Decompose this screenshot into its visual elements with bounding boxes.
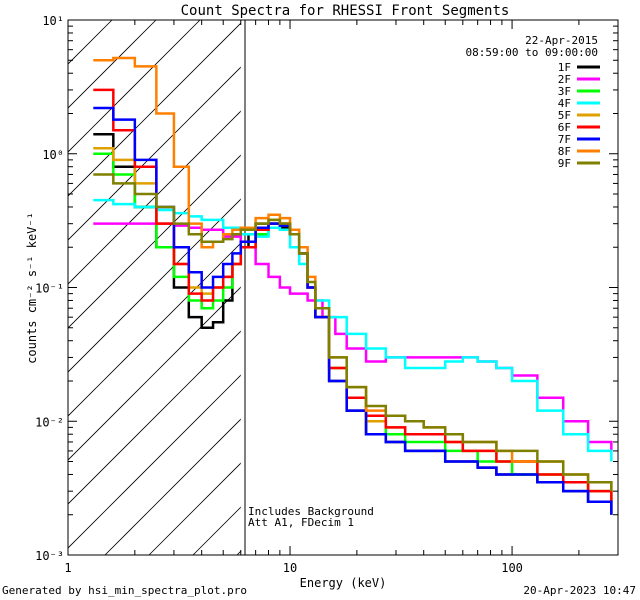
generated-by-label: Generated by hsi_min_spectra_plot.pro [2, 584, 248, 597]
x-tick-label: 10 [283, 561, 297, 575]
hatch-line [68, 22, 241, 197]
y-tick-label: 10⁰ [42, 148, 64, 162]
x-axis-label: Energy (keV) [300, 576, 387, 590]
plot-timestamp: 20-Apr-2023 10:47 [523, 584, 636, 597]
y-tick-label: 10⁻³ [35, 549, 64, 563]
series-line-9F [93, 173, 613, 492]
y-tick-label: 10⁻² [35, 415, 64, 429]
legend-label-5F: 5F [558, 109, 571, 122]
time-range-label: 08:59:00 to 09:00:00 [466, 46, 598, 59]
legend-label-7F: 7F [558, 133, 571, 146]
legend-label-9F: 9F [558, 157, 571, 170]
legend-label-2F: 2F [558, 73, 571, 86]
y-tick-label: 10⁻¹ [35, 282, 64, 296]
y-tick-label: 10¹ [42, 14, 64, 28]
x-tick-label: 100 [501, 561, 523, 575]
legend-label-3F: 3F [558, 85, 571, 98]
hatch-line [68, 66, 241, 241]
hatch-line [68, 330, 241, 505]
hatch-line [104, 418, 241, 555]
hatch-line [68, 286, 241, 461]
x-tick-label: 1 [64, 561, 71, 575]
annotation-attenuator: Att A1, FDecim 1 [248, 516, 354, 529]
hatch-line [68, 374, 241, 549]
annotation-background: Includes Background [248, 505, 374, 518]
axis-tick-labels: 1 10 100 10¹ 10⁰ 10⁻¹ 10⁻² 10⁻³ [35, 14, 523, 575]
series-layer [93, 56, 613, 515]
date-label: 22-Apr-2015 [525, 34, 598, 47]
legend-label-1F: 1F [558, 61, 571, 74]
axis-ticks [67, 20, 619, 556]
legend-label-8F: 8F [558, 145, 571, 158]
hatch-line [68, 198, 241, 373]
legend-label-6F: 6F [558, 121, 571, 134]
legend-label-4F: 4F [558, 97, 571, 110]
hatch-line [148, 462, 241, 555]
hatch-line [68, 154, 241, 329]
chart-title: Count Spectra for RHESSI Front Segments [181, 3, 510, 19]
y-axis-label: counts cm⁻² s⁻¹ keV⁻¹ [25, 212, 39, 364]
